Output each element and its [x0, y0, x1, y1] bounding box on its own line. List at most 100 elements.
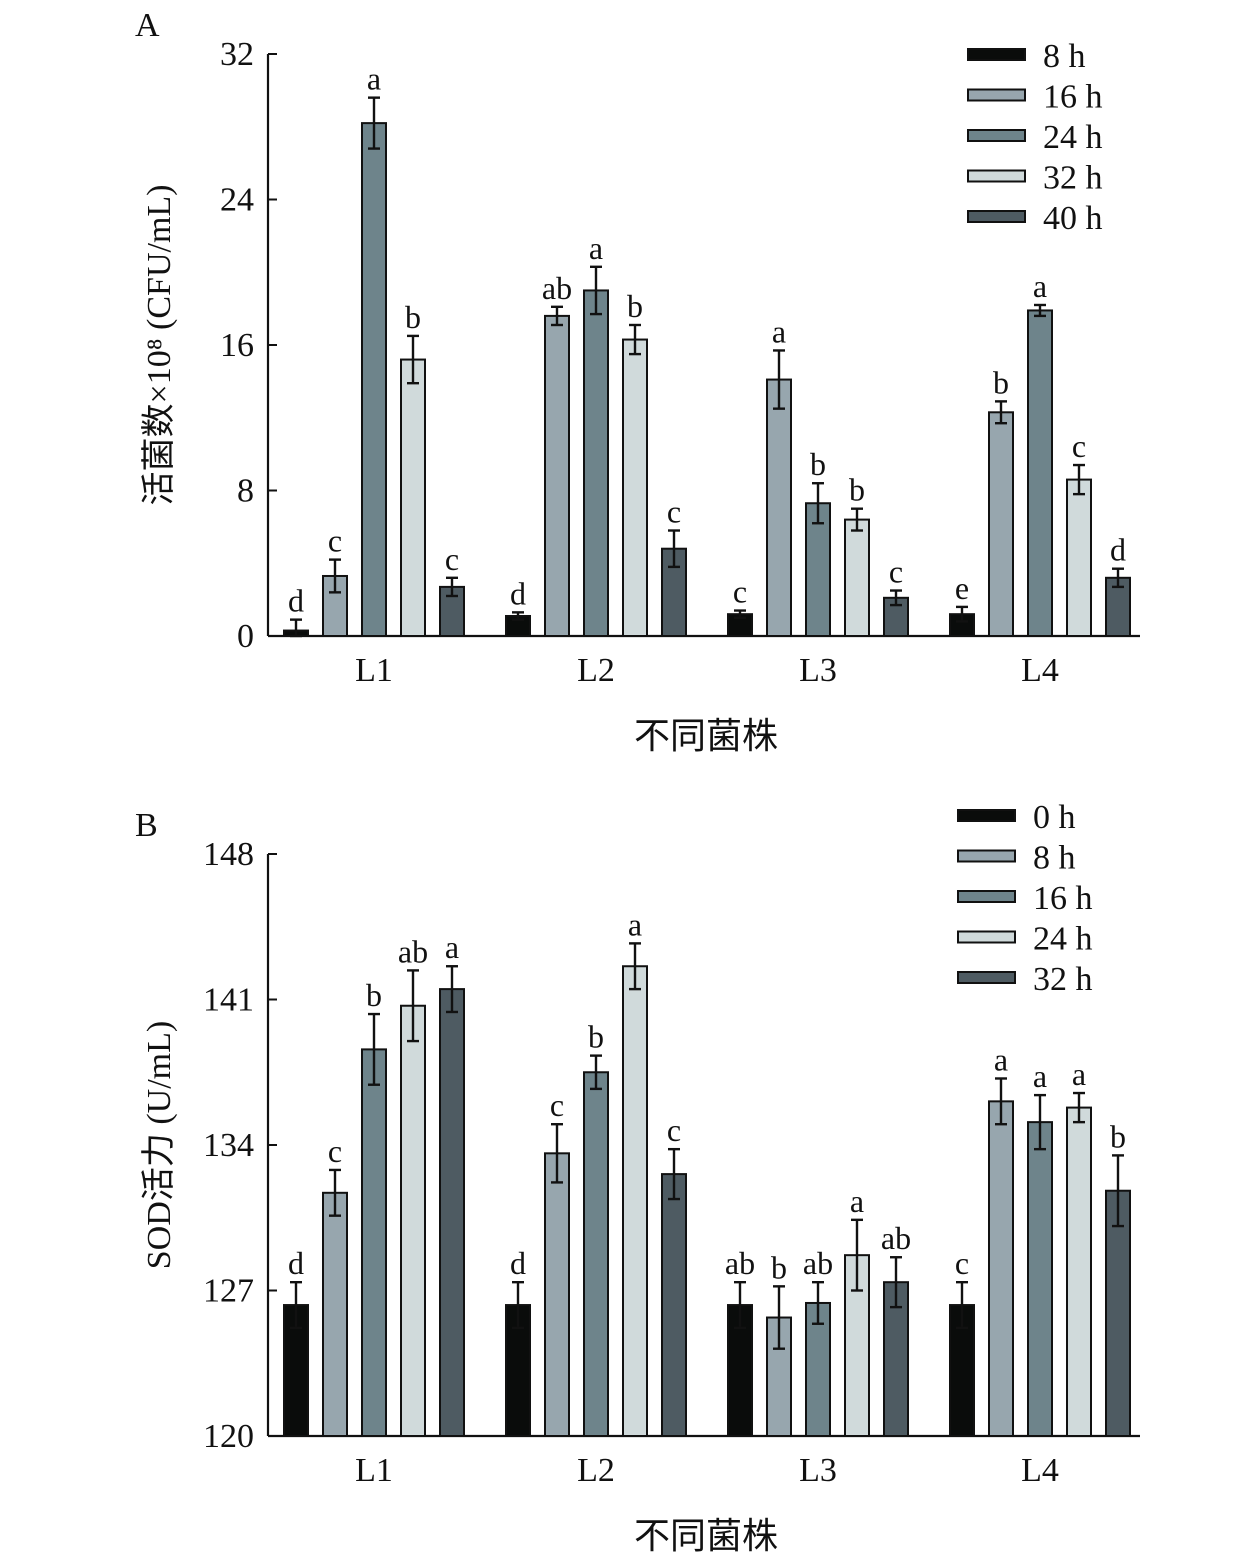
significance-letter: d [510, 575, 526, 611]
y-tick-label: 24 [220, 182, 254, 219]
significance-letter: a [628, 906, 642, 942]
significance-letter: c [445, 541, 459, 577]
significance-letter: c [667, 1112, 681, 1148]
bar [361, 1048, 387, 1438]
x-tick-label: L2 [577, 1452, 615, 1489]
significance-letter: a [589, 230, 603, 266]
legend-label: 8 h [1043, 38, 1086, 75]
y-axis-label: SOD活力 (U/mL) [140, 1021, 178, 1269]
significance-letter: e [955, 570, 969, 606]
bar [988, 411, 1014, 638]
legend-swatch [957, 930, 1016, 944]
bar [544, 1152, 570, 1438]
y-tick-label: 16 [220, 327, 254, 364]
legend-label: 8 h [1033, 840, 1076, 877]
significance-letter: a [1033, 1058, 1047, 1094]
significance-letter: a [1072, 1056, 1086, 1092]
significance-letter: d [288, 583, 304, 619]
significance-letter: d [288, 1245, 304, 1281]
x-tick-label: L2 [577, 652, 615, 689]
legend-swatch [957, 890, 1016, 903]
significance-letter: c [328, 1133, 342, 1169]
significance-letter: c [733, 574, 747, 610]
bar [583, 289, 609, 637]
legend-swatch [967, 210, 1026, 223]
x-tick-label: L4 [1021, 1452, 1059, 1489]
significance-letter: ab [398, 933, 428, 969]
legend: 0 h 8 h16 h 24 h32 h [957, 799, 1093, 998]
legend-label: 24 h [1043, 119, 1103, 156]
significance-letter: c [1072, 428, 1086, 464]
y-tick-label: 127 [203, 1273, 254, 1310]
bar [400, 1004, 426, 1437]
x-tick-label: L1 [355, 1452, 393, 1489]
significance-letter: c [955, 1245, 969, 1281]
panel-b: B SOD活力 (U/mL) 不同菌株 120127134141148L1dcb… [135, 799, 1140, 1556]
legend-label: 24 h [1033, 921, 1093, 958]
significance-letter: a [367, 61, 381, 97]
significance-letter: d [510, 1245, 526, 1281]
bar [622, 338, 648, 637]
significance-letter: b [810, 446, 826, 482]
y-tick-label: 134 [203, 1127, 254, 1164]
y-tick-label: 141 [203, 982, 254, 1019]
significance-letter: b [1110, 1118, 1126, 1154]
significance-letter: a [850, 1183, 864, 1219]
y-tick-label: 32 [220, 36, 254, 73]
x-tick-label: L3 [799, 1452, 837, 1489]
y-tick-label: 0 [237, 618, 254, 655]
x-tick-label: L4 [1021, 652, 1059, 689]
significance-letter: b [993, 364, 1009, 400]
legend: 8 h 16 h24 h 32 h40 h [967, 38, 1103, 237]
significance-letter: c [550, 1087, 564, 1123]
significance-letter: b [405, 299, 421, 335]
significance-letter: c [889, 554, 903, 590]
legend-swatch [967, 48, 1026, 61]
legend-label: 16 h [1043, 79, 1103, 116]
x-axis-label: 不同菌株 [634, 716, 778, 756]
bar [844, 518, 870, 637]
bar [1027, 1121, 1053, 1438]
significance-letter: ab [881, 1220, 911, 1256]
significance-letter: b [588, 1019, 604, 1055]
significance-letter: c [328, 523, 342, 559]
panel-label: A [135, 7, 160, 44]
x-axis-label: 不同菌株 [634, 1516, 778, 1556]
bar [1027, 309, 1053, 637]
significance-letter: d [1110, 532, 1126, 568]
y-tick-label: 148 [203, 836, 254, 873]
significance-letter: a [445, 929, 459, 965]
legend-label: 40 h [1043, 200, 1103, 237]
legend-label: 32 h [1043, 160, 1103, 197]
bar [988, 1100, 1014, 1437]
legend-label: 32 h [1033, 961, 1093, 998]
legend-swatch [957, 809, 1016, 822]
bar [322, 1191, 348, 1437]
panel-a: A 活菌数×10⁸ (CFU/mL) 不同菌株 08162432L1dcabcL… [135, 7, 1140, 756]
legend-label: 16 h [1033, 880, 1093, 917]
y-axis-label: 活菌数×10⁸ (CFU/mL) [140, 185, 178, 506]
significance-letter: b [366, 977, 382, 1013]
legend-swatch [967, 88, 1026, 102]
significance-letter: a [994, 1041, 1008, 1077]
panel-label: B [135, 807, 158, 844]
bar [1066, 478, 1092, 637]
legend-swatch [957, 971, 1016, 984]
significance-letter: b [771, 1249, 787, 1285]
legend-swatch [967, 169, 1026, 183]
significance-letter: ab [725, 1245, 755, 1281]
legend-swatch [967, 129, 1026, 142]
legend-label: 0 h [1033, 799, 1076, 836]
significance-letter: a [1033, 268, 1047, 304]
significance-letter: c [667, 494, 681, 530]
bar [583, 1071, 609, 1437]
bar [439, 988, 465, 1437]
bar [400, 358, 426, 637]
x-tick-label: L1 [355, 652, 393, 689]
bar [361, 122, 387, 638]
bar [805, 502, 831, 638]
y-tick-label: 8 [237, 473, 254, 510]
significance-letter: b [627, 288, 643, 324]
bar [544, 314, 570, 637]
